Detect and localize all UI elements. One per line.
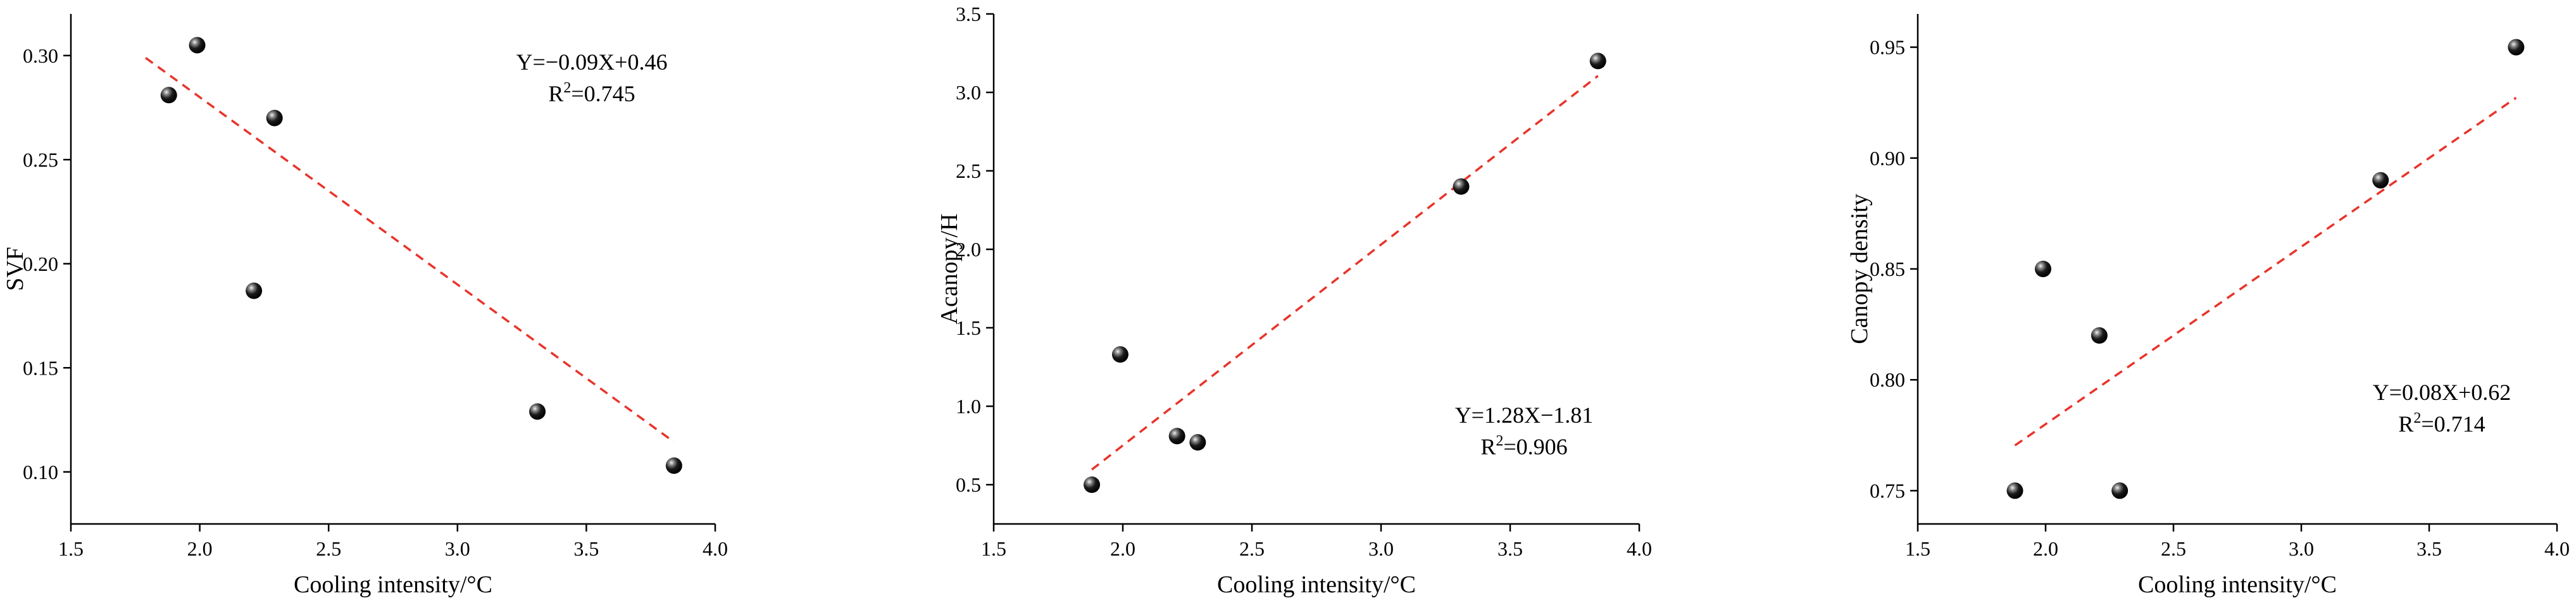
data-point: [2006, 482, 2023, 499]
y-tick-label: 1.5: [956, 316, 981, 339]
x-tick-label: 3.5: [573, 537, 599, 560]
data-point: [529, 403, 546, 420]
data-point: [160, 87, 177, 104]
data-point: [1168, 428, 1185, 445]
data-point: [1453, 178, 1470, 195]
y-tick-label: 0.75: [1870, 479, 1905, 502]
r-squared-prefix: R: [1480, 434, 1496, 459]
x-tick-label: 3.0: [445, 537, 470, 560]
y-tick-label: 0.5: [956, 473, 981, 496]
data-point: [1189, 434, 1206, 451]
r-squared-exponent: 2: [563, 80, 571, 96]
axis-frame: [1916, 14, 2557, 525]
data-point: [246, 282, 263, 299]
data-point: [2091, 327, 2108, 344]
r-squared-value: =0.906: [1503, 434, 1567, 459]
x-axis-label: Cooling intensity/°C: [294, 571, 492, 598]
chart-panel-svf: 1.5 2.0 2.5 3.0 3.5 4.0 0.10 0.15 0.20 0.25 0.30 Co…: [2, 14, 728, 598]
y-tick-label: 3.0: [956, 81, 981, 104]
x-tick-label: 3.0: [1368, 537, 1394, 560]
r-squared: R2=0.745: [548, 80, 635, 106]
regression-equation: Y=1.28X−1.81: [1455, 402, 1594, 428]
y-tick-label: 0.90: [1870, 147, 1905, 170]
x-tick-label: 2.5: [1239, 537, 1265, 560]
y-tick-label: 0.30: [23, 44, 58, 67]
y-axis-label: SVF: [2, 247, 28, 291]
r-squared-prefix: R: [2398, 411, 2413, 437]
y-axis-label: Acanopy/H: [936, 213, 963, 324]
r-squared: R2=0.714: [2398, 410, 2485, 437]
y-tick-label: 3.5: [956, 3, 981, 25]
x-tick-label: 3.5: [1497, 537, 1523, 560]
x-tick-label: 2.0: [187, 537, 213, 560]
chart-panel-canopy-density: 1.5 2.0 2.5 3.0 3.5 4.0 0.75 0.80 0.85 0.90 0.95 Co…: [1846, 14, 2570, 598]
y-tick-label: 2.5: [956, 159, 981, 182]
x-tick-label: 4.0: [1627, 537, 1652, 560]
regression-equation: Y=−0.09X+0.46: [516, 49, 668, 75]
x-tick-label: 4.0: [703, 537, 728, 560]
regression-line: [145, 56, 675, 443]
r-squared-exponent: 2: [2413, 410, 2421, 426]
x-axis-label: Cooling intensity/°C: [1217, 571, 1416, 598]
data-point: [2111, 482, 2129, 499]
r-squared-exponent: 2: [1496, 433, 1503, 449]
y-tick-label: 0.95: [1870, 36, 1905, 59]
data-point: [2508, 39, 2525, 56]
chart-panel-acanopy-h: 1.5 2.0 2.5 3.0 3.5 4.0 0.5 1.0 1.5 2.0 2.5 3.0 3.5 C…: [936, 3, 1652, 598]
r-squared-prefix: R: [548, 81, 563, 106]
regression-line: [2014, 97, 2517, 447]
data-point: [1589, 53, 1606, 70]
y-tick-label: 0.15: [23, 356, 58, 379]
data-point: [665, 457, 682, 474]
y-tick-label: 0.10: [23, 461, 58, 483]
r-squared-value: =0.714: [2421, 411, 2485, 437]
x-tick-label: 1.5: [981, 537, 1006, 560]
x-tick-label: 2.0: [2033, 537, 2058, 560]
x-tick-label: 2.5: [316, 537, 341, 560]
data-point: [1111, 346, 1129, 363]
y-tick-label: 0.25: [23, 148, 58, 171]
data-point: [2372, 171, 2389, 189]
x-axis-label: Cooling intensity/°C: [2138, 571, 2337, 598]
r-squared-value: =0.745: [571, 81, 635, 106]
y-tick-label: 0.20: [23, 252, 58, 275]
x-tick-label: 4.0: [2544, 537, 2570, 560]
y-tick-label: 0.80: [1870, 368, 1905, 391]
y-axis-label: Canopy density: [1846, 194, 1873, 344]
x-tick-label: 3.0: [2289, 537, 2314, 560]
data-point: [189, 37, 206, 54]
x-tick-label: 1.5: [58, 537, 84, 560]
y-tick-label: 1.0: [956, 395, 981, 418]
x-tick-label: 2.0: [1110, 537, 1135, 560]
regression-line: [1091, 75, 1599, 471]
y-tick-label: 2.0: [956, 238, 981, 261]
data-point: [2034, 261, 2051, 277]
data-point: [1084, 476, 1101, 493]
x-tick-label: 3.5: [2417, 537, 2442, 560]
x-tick-label: 1.5: [1905, 537, 1930, 560]
regression-equation: Y=0.08X+0.62: [2373, 380, 2511, 405]
y-tick-label: 0.85: [1870, 258, 1905, 280]
r-squared: R2=0.906: [1480, 433, 1567, 459]
x-tick-label: 2.5: [2161, 537, 2186, 560]
data-point: [266, 109, 283, 127]
